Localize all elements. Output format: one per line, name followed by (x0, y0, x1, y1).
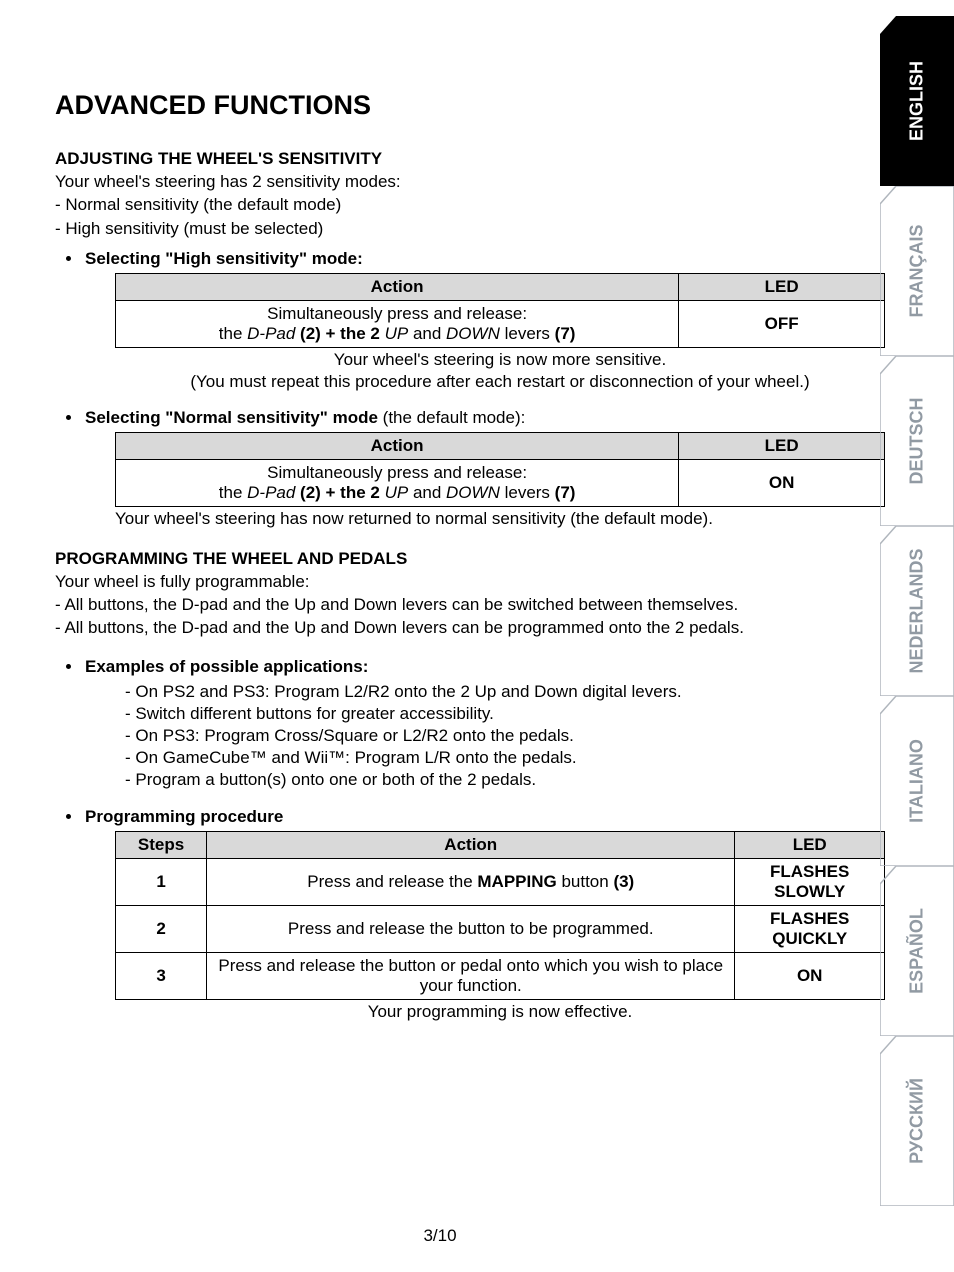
proc-led-cell: FLASHES QUICKLY (735, 905, 885, 952)
example-item: - On PS3: Program Cross/Square or L2/R2 … (125, 725, 899, 747)
normal-action-and: and (408, 483, 446, 502)
proc-action-post: button (3) (557, 872, 635, 891)
proc-step-cell: 2 (116, 905, 207, 952)
normal-sensitivity-label-strong: Selecting "Normal sensitivity" mode (85, 408, 378, 427)
examples-label: Examples of possible applications: (85, 657, 368, 676)
lang-tab-english[interactable]: ENGLISH (880, 16, 954, 186)
table-header-led: LED (679, 432, 885, 459)
normal-note: Your wheel's steering has now returned t… (115, 509, 885, 529)
example-item: - On GameCube™ and Wii™: Program L/R ont… (125, 747, 899, 769)
lang-tab-russian[interactable]: РУССКИЙ (880, 1036, 954, 1206)
proc-led-l2: SLOWLY (774, 882, 845, 901)
high-table-led-cell: OFF (679, 300, 885, 347)
normal-table-led-cell: ON (679, 459, 885, 506)
high-action-line1: Simultaneously press and release: (267, 304, 527, 323)
lang-tab-label: NEDERLANDS (907, 548, 928, 673)
normal-action-line2-prefix: the (219, 483, 247, 502)
normal-sensitivity-bullet: Selecting "Normal sensitivity" mode (the… (83, 408, 899, 428)
sensitivity-intro: Your wheel's steering has 2 sensitivity … (55, 171, 899, 192)
lang-tab-label: ESPAÑOL (907, 908, 928, 994)
high-action-em2: UP (385, 324, 409, 343)
high-sensitivity-label: Selecting "High sensitivity" mode: (85, 249, 363, 268)
sensitivity-mode-1: - Normal sensitivity (the default mode) (55, 194, 899, 215)
high-note-line1: Your wheel's steering is now more sensit… (115, 350, 885, 370)
lang-tab-espanol[interactable]: ESPAÑOL (880, 866, 954, 1036)
normal-action-suffix: levers (7) (500, 483, 576, 502)
normal-action-line1: Simultaneously press and release: (267, 463, 527, 482)
proc-led-single: ON (797, 966, 823, 985)
normal-action-em3: DOWN (446, 483, 500, 502)
normal-action-em2: UP (385, 483, 409, 502)
programming-note: Your programming is now effective. (115, 1002, 885, 1022)
high-action-and: and (408, 324, 446, 343)
lang-tab-deutsch[interactable]: DEUTSCH (880, 356, 954, 526)
normal-led-value: ON (769, 473, 795, 492)
page-title: ADVANCED FUNCTIONS (55, 90, 899, 121)
table-header-action: Action (116, 432, 679, 459)
proc-led-l1: FLASHES (770, 862, 849, 881)
table-header-led: LED (679, 273, 885, 300)
normal-action-em1: D-Pad (247, 483, 295, 502)
proc-action-cell: Press and release the button or pedal on… (207, 952, 735, 999)
proc-step-num: 3 (156, 966, 165, 985)
high-sensitivity-table: Action LED Simultaneously press and rele… (115, 273, 885, 348)
programming-line1: - All buttons, the D-pad and the Up and … (55, 594, 899, 615)
lang-tab-label: РУССКИЙ (907, 1078, 928, 1164)
normal-sensitivity-table: Action LED Simultaneously press and rele… (115, 432, 885, 507)
proc-action-pre: Press and release the (307, 872, 477, 891)
example-item: - Program a button(s) onto one or both o… (125, 769, 899, 791)
high-action-em1: D-Pad (247, 324, 295, 343)
proc-led-l1: FLASHES (770, 909, 849, 928)
proc-led-cell: ON (735, 952, 885, 999)
high-action-mid: (2) + the 2 (295, 324, 384, 343)
proc-step-cell: 1 (116, 858, 207, 905)
high-table-action-cell: Simultaneously press and release: the D-… (116, 300, 679, 347)
language-tabs: ENGLISH FRANÇAIS DEUTSCH NEDERLANDS (880, 0, 954, 1272)
proc-step-num: 1 (156, 872, 165, 891)
lang-tab-label: DEUTSCH (907, 397, 928, 484)
programming-procedure-table: Steps Action LED 1 Press and release the… (115, 831, 885, 1000)
page-number: 3/10 (0, 1226, 880, 1246)
proc-led-l2: QUICKLY (772, 929, 847, 948)
example-item: - On PS2 and PS3: Program L2/R2 onto the… (125, 681, 899, 703)
table-header-steps: Steps (116, 831, 207, 858)
normal-action-mid: (2) + the 2 (295, 483, 384, 502)
programming-intro: Your wheel is fully programmable: (55, 571, 899, 592)
lang-tab-label: ENGLISH (907, 61, 928, 141)
proc-action-cell: Press and release the button to be progr… (207, 905, 735, 952)
high-action-suffix: levers (7) (500, 324, 576, 343)
lang-tab-francais[interactable]: FRANÇAIS (880, 186, 954, 356)
high-action-em3: DOWN (446, 324, 500, 343)
normal-sensitivity-label-rest: (the default mode): (378, 408, 525, 427)
proc-action-strong: MAPPING (477, 872, 556, 891)
table-header-action: Action (116, 273, 679, 300)
lang-tab-nederlands[interactable]: NEDERLANDS (880, 526, 954, 696)
proc-led-cell: FLASHES SLOWLY (735, 858, 885, 905)
proc-step-num: 2 (156, 919, 165, 938)
high-led-value: OFF (765, 314, 799, 333)
proc-action-cell: Press and release the MAPPING button (3) (207, 858, 735, 905)
examples-bullet: Examples of possible applications: (83, 657, 899, 677)
table-header-action: Action (207, 831, 735, 858)
normal-table-action-cell: Simultaneously press and release: the D-… (116, 459, 679, 506)
proc-step-cell: 3 (116, 952, 207, 999)
example-item: - Switch different buttons for greater a… (125, 703, 899, 725)
sensitivity-heading: ADJUSTING THE WHEEL'S SENSITIVITY (55, 149, 899, 169)
programming-line2: - All buttons, the D-pad and the Up and … (55, 617, 899, 638)
table-header-led: LED (735, 831, 885, 858)
lang-tab-italiano[interactable]: ITALIANO (880, 696, 954, 866)
high-note-line2: (You must repeat this procedure after ea… (115, 372, 885, 392)
lang-tab-label: FRANÇAIS (907, 225, 928, 318)
sensitivity-mode-2: - High sensitivity (must be selected) (55, 218, 899, 239)
procedure-label: Programming procedure (85, 807, 283, 826)
programming-heading: PROGRAMMING THE WHEEL AND PEDALS (55, 549, 899, 569)
high-action-line2-prefix: the (219, 324, 247, 343)
procedure-bullet: Programming procedure (83, 807, 899, 827)
lang-tab-label: ITALIANO (907, 739, 928, 823)
high-sensitivity-bullet: Selecting "High sensitivity" mode: (83, 249, 899, 269)
